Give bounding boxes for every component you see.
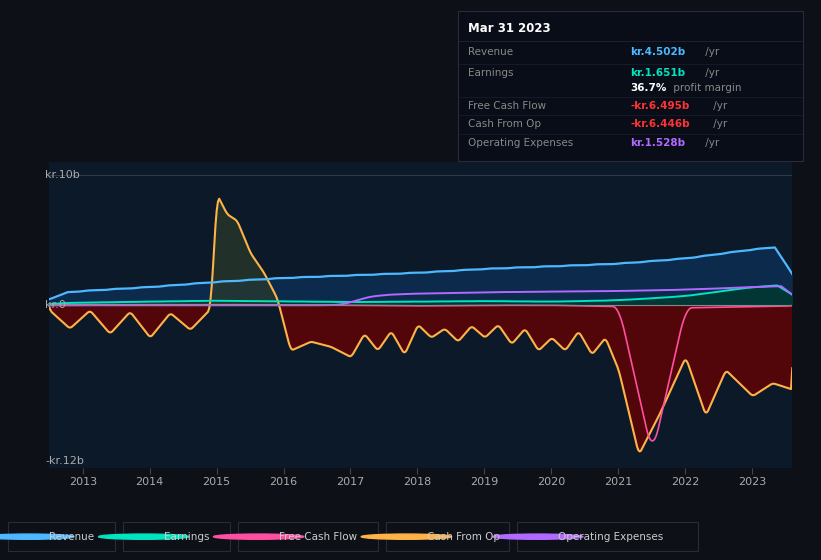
Text: profit margin: profit margin bbox=[670, 83, 741, 93]
Text: -kr.12b: -kr.12b bbox=[45, 456, 84, 466]
Circle shape bbox=[361, 534, 452, 539]
Text: kr.1.651b: kr.1.651b bbox=[631, 68, 686, 78]
Text: kr.0: kr.0 bbox=[45, 300, 66, 310]
Text: Operating Expenses: Operating Expenses bbox=[558, 531, 663, 542]
Text: Free Cash Flow: Free Cash Flow bbox=[469, 101, 547, 111]
Circle shape bbox=[99, 534, 189, 539]
Text: /yr: /yr bbox=[710, 101, 727, 111]
Text: kr.1.528b: kr.1.528b bbox=[631, 138, 686, 148]
Text: Revenue: Revenue bbox=[49, 531, 94, 542]
Text: /yr: /yr bbox=[702, 68, 719, 78]
Text: Cash From Op: Cash From Op bbox=[427, 531, 500, 542]
Circle shape bbox=[493, 534, 583, 539]
Text: Earnings: Earnings bbox=[469, 68, 514, 78]
Text: /yr: /yr bbox=[702, 46, 719, 57]
Circle shape bbox=[0, 534, 74, 539]
Text: Earnings: Earnings bbox=[164, 531, 209, 542]
Text: Mar 31 2023: Mar 31 2023 bbox=[469, 22, 551, 35]
Text: Operating Expenses: Operating Expenses bbox=[469, 138, 574, 148]
Text: 36.7%: 36.7% bbox=[631, 83, 667, 93]
Text: kr.4.502b: kr.4.502b bbox=[631, 46, 686, 57]
Text: -kr.6.495b: -kr.6.495b bbox=[631, 101, 690, 111]
Text: kr.10b: kr.10b bbox=[45, 170, 80, 180]
Text: /yr: /yr bbox=[702, 138, 719, 148]
Text: Cash From Op: Cash From Op bbox=[469, 119, 542, 129]
Text: /yr: /yr bbox=[710, 119, 727, 129]
Text: -kr.6.446b: -kr.6.446b bbox=[631, 119, 690, 129]
Circle shape bbox=[213, 534, 304, 539]
Text: Revenue: Revenue bbox=[469, 46, 514, 57]
Text: Free Cash Flow: Free Cash Flow bbox=[279, 531, 357, 542]
